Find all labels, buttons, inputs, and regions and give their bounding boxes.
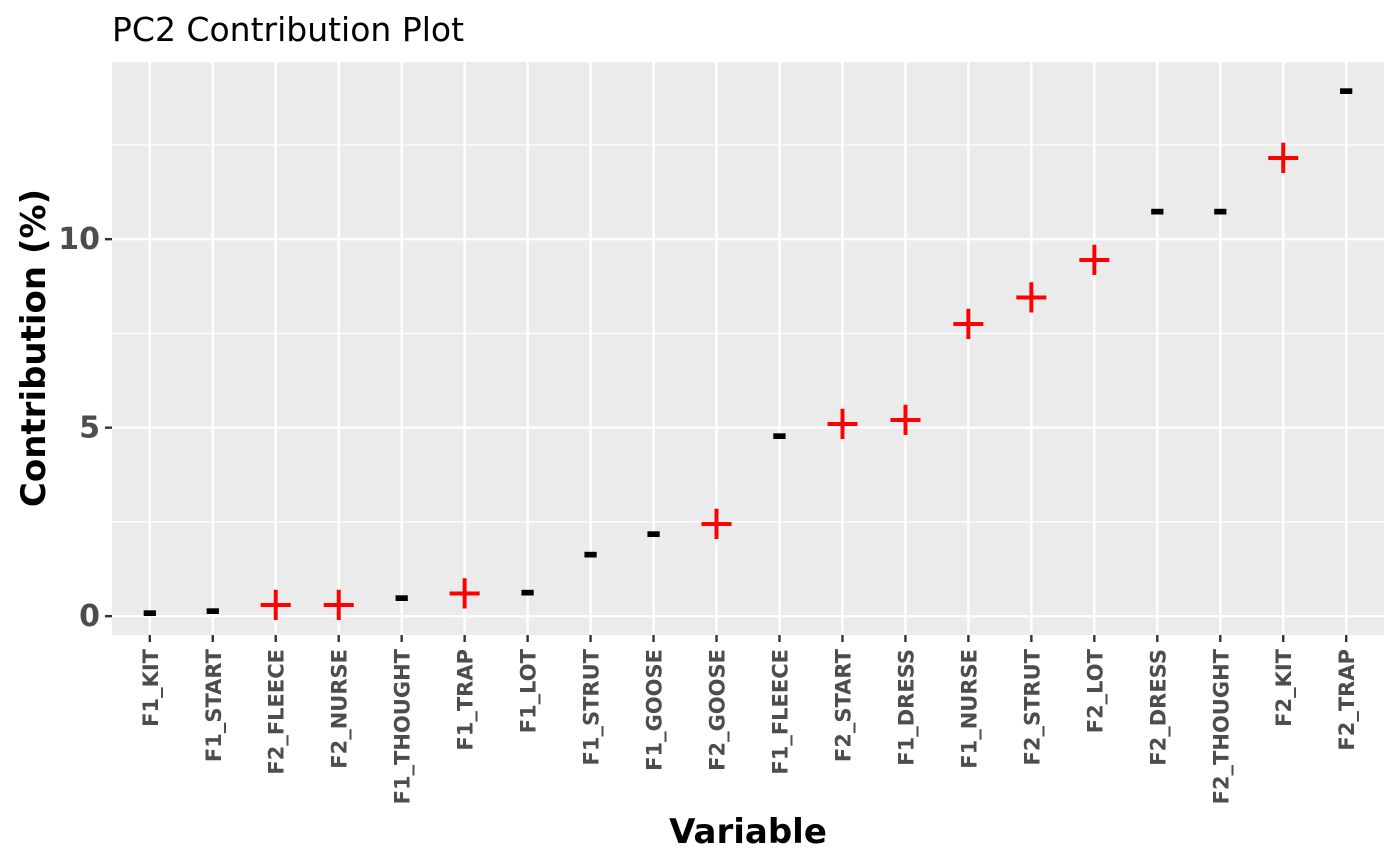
data-marks: - - + + - + -- - +- + ++ ++- -+- (141, 66, 1354, 634)
x-tick-label: F1_TRAP (454, 649, 478, 751)
x-tick-label: F1_STRUT (580, 648, 604, 765)
x-axis-title: Variable (669, 812, 827, 852)
data-point-minus: - (582, 530, 599, 576)
x-tick-label: F2_STRUT (1020, 648, 1044, 765)
data-point-plus: + (1011, 269, 1051, 325)
chart-title: PC2 Contribution Plot (112, 10, 464, 49)
x-axis: F1_KIT F1_START F2_FLEECE F2_NURSE F1_THOUGH… (139, 635, 1359, 804)
plot-panel (112, 62, 1384, 635)
x-tick-label: F2_FLEECE (265, 649, 289, 775)
y-axis: 0 5 10 (58, 222, 112, 634)
data-point-minus: - (141, 588, 158, 634)
x-tick-label: F1_THOUGHT (391, 648, 415, 804)
data-point-minus: - (771, 411, 788, 457)
x-tick-label: F1_START (202, 648, 226, 762)
data-point-plus: + (948, 295, 988, 351)
data-point-minus: - (1149, 187, 1166, 233)
x-tick-label: F1_GOOSE (643, 649, 667, 771)
x-tick-label: F2_THOUGHT (1209, 648, 1233, 804)
y-tick-label: 10 (58, 222, 100, 257)
data-point-plus: + (885, 391, 925, 447)
data-point-plus: + (256, 576, 296, 632)
x-tick-label: F2_START (831, 648, 855, 762)
data-point-minus: - (1212, 187, 1229, 233)
x-tick-label: F1_NURSE (957, 649, 981, 769)
data-point-plus: + (1263, 129, 1303, 185)
data-point-minus: - (645, 509, 662, 555)
x-tick-label: F2_DRESS (1146, 649, 1170, 766)
data-point-minus: - (393, 573, 410, 619)
data-point-plus: + (319, 576, 359, 632)
data-point-minus: - (519, 568, 536, 614)
data-point-plus: + (445, 565, 485, 621)
x-tick-label: F2_KIT (1272, 648, 1296, 727)
minor-gridlines (112, 144, 1384, 523)
y-axis-title: Contribution (%) (14, 189, 54, 507)
x-tick-label: F2_NURSE (328, 649, 352, 769)
x-tick-label: F1_DRESS (894, 649, 918, 766)
x-tick-label: F1_LOT (517, 648, 541, 733)
x-tick-label: F2_LOT (1083, 648, 1107, 733)
y-tick-label: 0 (79, 599, 100, 634)
data-point-minus: - (204, 587, 221, 633)
x-tick-label: F1_FLEECE (768, 649, 792, 775)
y-tick-label: 5 (79, 411, 100, 446)
major-gridlines (112, 62, 1384, 635)
data-point-minus: - (1338, 66, 1355, 112)
data-point-plus: + (1074, 231, 1114, 287)
x-tick-label: F1_KIT (139, 648, 163, 727)
data-point-plus: + (696, 495, 736, 551)
data-point-plus: + (822, 395, 862, 451)
x-tick-label: F2_GOOSE (706, 649, 730, 771)
x-tick-label: F2_TRAP (1335, 649, 1359, 751)
